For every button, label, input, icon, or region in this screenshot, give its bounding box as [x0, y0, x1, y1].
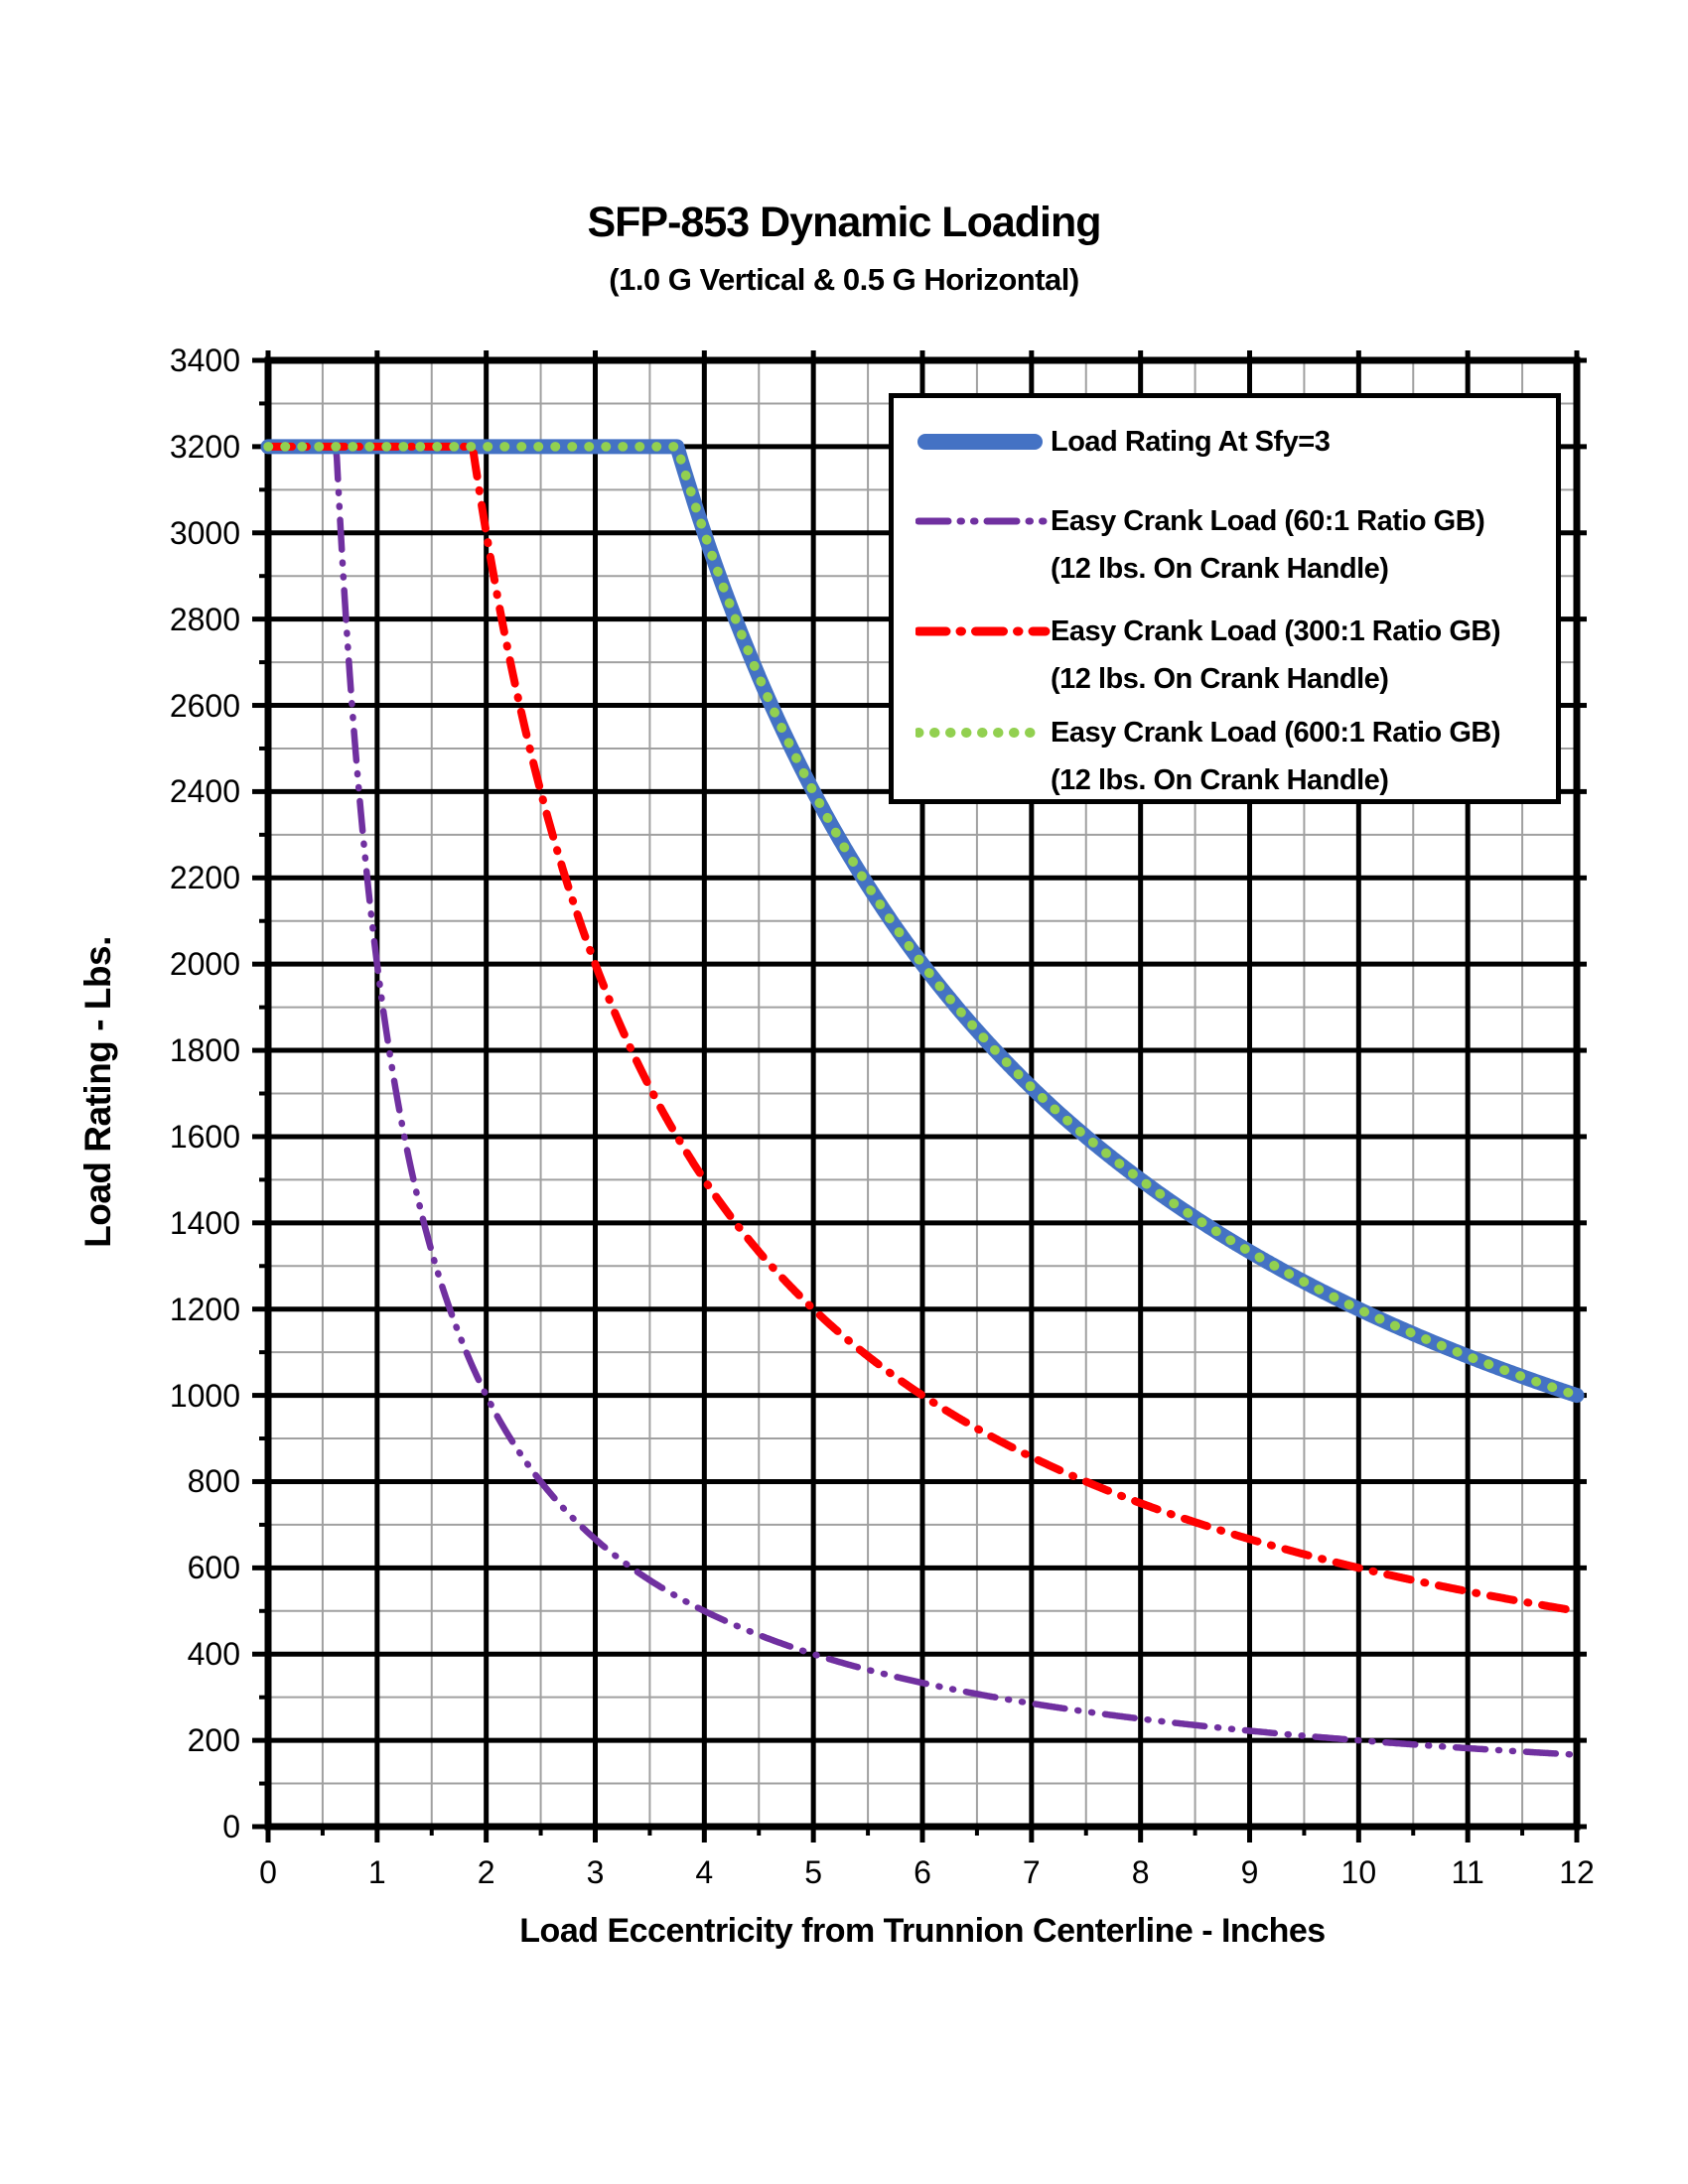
y-tick-label: 600 — [187, 1550, 240, 1586]
series-curves — [260, 439, 1585, 1758]
legend-label: Easy Crank Load (600:1 Ratio GB) — [1051, 717, 1500, 749]
y-axis-title: Load Rating - Lbs. — [77, 936, 118, 1248]
x-tick-label: 8 — [1131, 1854, 1150, 1890]
y-tick-label: 1400 — [169, 1204, 240, 1241]
legend-marker-solid-line — [915, 418, 1051, 471]
legend-marker-dotted-line — [914, 709, 1051, 761]
x-tick-label: 11 — [1451, 1854, 1484, 1890]
y-tick-label: 3000 — [169, 514, 240, 551]
y-tick-label: 2000 — [169, 946, 240, 983]
x-tick-label: 2 — [477, 1854, 495, 1890]
y-tick-label: 1800 — [169, 1032, 240, 1069]
y-tick-label: 1200 — [169, 1291, 240, 1327]
x-tick-label: 4 — [695, 1854, 714, 1890]
y-tick-label: 2800 — [169, 601, 240, 637]
plot-border — [264, 356, 1581, 1831]
y-tick-label: 0 — [222, 1809, 240, 1844]
legend-item: Easy Crank Load (600:1 Ratio GB) (12 lbs… — [894, 709, 1500, 804]
legend-item: Easy Crank Load (60:1 Ratio GB) (12 lbs.… — [894, 497, 1485, 593]
curve-series-1 — [264, 443, 1581, 1758]
legend-label: Load Rating At Sfy=3 — [1051, 426, 1331, 458]
legend-label-line2: (12 lbs. On Crank Handle) — [1051, 663, 1389, 695]
y-tick-label: 1600 — [169, 1118, 240, 1155]
x-tick-label: 3 — [586, 1854, 605, 1890]
chart-legend: Load Rating At Sfy=3 Easy Crank Load (60… — [889, 393, 1561, 804]
legend-marker-dash-dot-dot-line — [914, 497, 1051, 550]
legend-marker-dash-dot-line — [914, 608, 1051, 660]
legend-item: Load Rating At Sfy=3 — [894, 418, 1331, 471]
x-tick-label: 9 — [1240, 1854, 1259, 1890]
x-tick-label: 5 — [804, 1854, 823, 1890]
legend-label: Easy Crank Load (300:1 Ratio GB) — [1051, 615, 1500, 647]
x-tick-label: 0 — [259, 1854, 277, 1890]
legend-label-line2: (12 lbs. On Crank Handle) — [1051, 764, 1389, 796]
x-axis-title: Load Eccentricity from Trunnion Centerli… — [519, 1912, 1326, 1950]
legend-item: Easy Crank Load (300:1 Ratio GB) (12 lbs… — [894, 608, 1500, 703]
curve-series-3 — [263, 442, 1582, 1401]
chart-title: SFP-853 Dynamic Loading — [587, 199, 1101, 246]
curve-series-2 — [264, 442, 1581, 1615]
y-tick-label: 2200 — [169, 860, 240, 896]
y-tick-label: 1000 — [169, 1377, 240, 1414]
x-tick-label: 12 — [1559, 1854, 1595, 1890]
legend-label-line2: (12 lbs. On Crank Handle) — [1051, 553, 1389, 585]
chart-subtitle: (1.0 G Vertical & 0.5 G Horizontal) — [609, 262, 1079, 297]
y-tick-label: 3400 — [169, 342, 240, 378]
y-tick-label: 3200 — [169, 428, 240, 465]
x-tick-label: 1 — [367, 1854, 386, 1890]
y-tick-label: 400 — [187, 1636, 240, 1673]
x-tick-label: 7 — [1022, 1854, 1041, 1890]
y-tick-label: 2400 — [169, 773, 240, 810]
y-tick-label: 800 — [187, 1463, 240, 1500]
x-tick-label: 6 — [914, 1854, 931, 1890]
y-tick-label: 2600 — [169, 687, 240, 724]
x-tick-label: 10 — [1340, 1854, 1377, 1890]
y-tick-label: 200 — [187, 1722, 240, 1759]
legend-label: Easy Crank Load (60:1 Ratio GB) — [1051, 505, 1485, 537]
